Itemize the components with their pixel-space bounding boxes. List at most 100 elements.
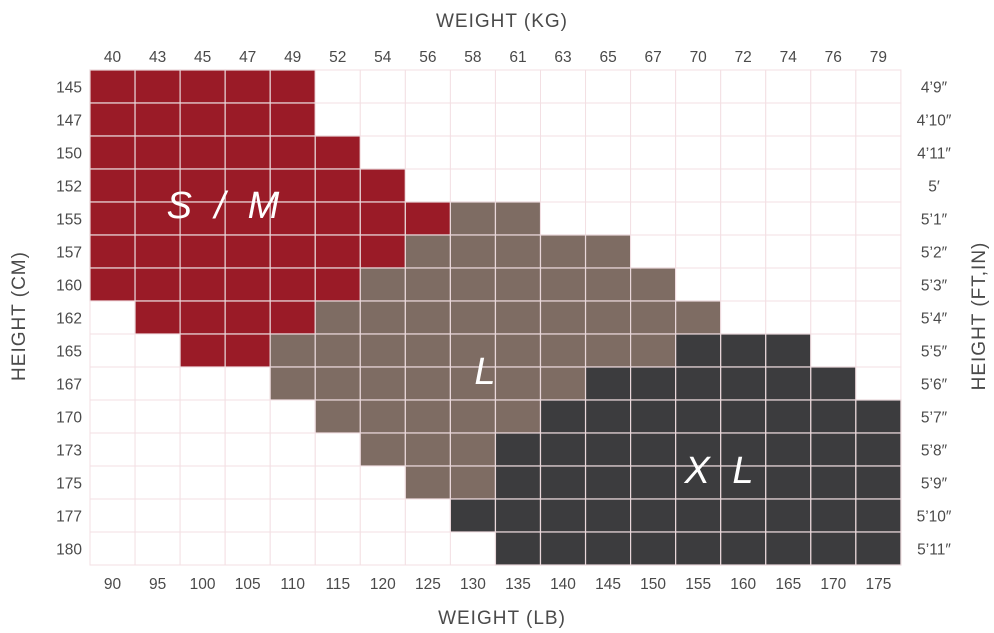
- size-cell-empty: [179, 366, 226, 401]
- weight-lb-tick: 160: [730, 576, 756, 593]
- size-cell-empty: [630, 135, 677, 170]
- size-cell-l: [494, 333, 542, 368]
- weight-lb-tick: 150: [640, 576, 666, 593]
- height-cm-tick: 160: [56, 278, 82, 295]
- size-cell-empty: [585, 135, 632, 170]
- height-cm-tick: 167: [56, 377, 82, 394]
- size-cell-xl: [539, 465, 587, 500]
- size-cell-l: [404, 300, 452, 335]
- size-cell-empty: [855, 267, 902, 302]
- size-cell-sm: [269, 201, 316, 236]
- size-cell-l: [449, 300, 497, 335]
- size-cell-sm: [89, 69, 136, 104]
- size-cell-xl: [494, 531, 542, 566]
- size-cell-sm: [179, 333, 226, 368]
- size-cell-sm: [134, 102, 181, 137]
- size-cell-empty: [630, 102, 677, 137]
- size-cell-l: [675, 300, 722, 335]
- size-cell-l: [629, 267, 677, 302]
- size-cell-xl: [720, 498, 767, 533]
- height-ftin-tick: 5’3″: [921, 278, 948, 295]
- size-cell-xl: [584, 531, 632, 566]
- size-cell-xl: [720, 432, 767, 467]
- weight-kg-tick: 76: [825, 49, 842, 66]
- size-cell-empty: [89, 531, 136, 566]
- size-cell-empty: [675, 201, 722, 236]
- size-cell-sm: [134, 267, 181, 302]
- size-cell-l: [269, 333, 316, 368]
- size-cell-sm: [179, 234, 226, 269]
- size-cell-empty: [720, 267, 767, 302]
- size-cell-l: [404, 234, 452, 269]
- size-cell-l: [584, 234, 632, 269]
- size-cell-empty: [720, 234, 767, 269]
- size-cell-sm: [179, 267, 226, 302]
- y-right-axis-title: HEIGHT (FT,IN): [969, 242, 990, 391]
- height-cm-tick: 145: [56, 80, 82, 97]
- size-cell-sm: [224, 234, 271, 269]
- size-cell-empty: [494, 69, 542, 104]
- size-cell-empty: [765, 234, 812, 269]
- size-cell-xl: [765, 399, 812, 434]
- size-cell-xl: [765, 465, 812, 500]
- size-cell-empty: [675, 168, 722, 203]
- size-cell-l: [539, 234, 587, 269]
- size-cell-empty: [540, 168, 587, 203]
- weight-lb-tick: 120: [370, 576, 396, 593]
- size-cell-l: [359, 432, 406, 467]
- size-cell-sm: [314, 135, 361, 170]
- weight-kg-tick: 65: [599, 49, 616, 66]
- size-cell-empty: [720, 201, 767, 236]
- height-ftin-tick: 5’10″: [917, 509, 952, 526]
- y-left-axis-title: HEIGHT (CM): [9, 251, 30, 381]
- size-cell-sm: [404, 201, 452, 236]
- size-cell-xl: [765, 498, 812, 533]
- size-cell-xl: [494, 498, 542, 533]
- size-cell-empty: [630, 168, 677, 203]
- height-cm-tick: 155: [56, 212, 82, 229]
- weight-kg-tick: 45: [194, 49, 211, 66]
- size-cell-empty: [404, 135, 451, 170]
- size-cell-l: [539, 333, 587, 368]
- size-cell-xl: [539, 531, 587, 566]
- size-cell-empty: [179, 432, 226, 467]
- size-cell-empty: [404, 168, 451, 203]
- size-cell-xl: [765, 366, 812, 401]
- size-cell-empty: [810, 168, 857, 203]
- size-cell-empty: [134, 498, 181, 533]
- size-cell-empty: [765, 102, 812, 137]
- weight-lb-tick: 105: [235, 576, 261, 593]
- size-cell-sm: [269, 69, 316, 104]
- size-cell-l: [269, 366, 316, 401]
- size-cell-l: [404, 399, 452, 434]
- height-cm-tick: 165: [56, 344, 82, 361]
- size-cell-sm: [269, 102, 316, 137]
- size-cell-empty: [449, 531, 496, 566]
- size-cell-empty: [494, 168, 542, 203]
- size-cell-xl: [810, 531, 857, 566]
- tick-labels: 40 43 45 47 49 52 54 56 58 61 63 65 67 70 72 74 76 79 90 95…: [56, 49, 952, 593]
- size-cell-l: [359, 267, 406, 302]
- size-cell-l: [494, 366, 542, 401]
- size-cell-sm: [179, 69, 226, 104]
- size-cell-xl: [675, 333, 722, 368]
- height-ftin-tick: 5’1″: [921, 212, 948, 229]
- size-cell-xl: [765, 333, 812, 368]
- size-cell-xl: [675, 531, 722, 566]
- size-cell-xl: [765, 531, 812, 566]
- size-cell-l: [449, 399, 497, 434]
- size-cell-empty: [810, 201, 857, 236]
- size-cell-xl: [855, 465, 902, 500]
- height-cm-tick: 150: [56, 146, 82, 163]
- height-ftin-tick: 5’8″: [921, 443, 948, 460]
- size-cell-sm: [134, 69, 181, 104]
- size-cell-empty: [720, 168, 767, 203]
- size-cell-l: [314, 399, 361, 434]
- size-cell-empty: [720, 135, 767, 170]
- size-cell-xl: [810, 366, 857, 401]
- height-ftin-tick: 5’11″: [917, 542, 951, 559]
- weight-lb-tick: 125: [415, 576, 441, 593]
- size-cell-empty: [179, 498, 226, 533]
- size-cell-sm: [224, 102, 271, 137]
- x-bottom-axis-title: WEIGHT (LB): [438, 608, 566, 629]
